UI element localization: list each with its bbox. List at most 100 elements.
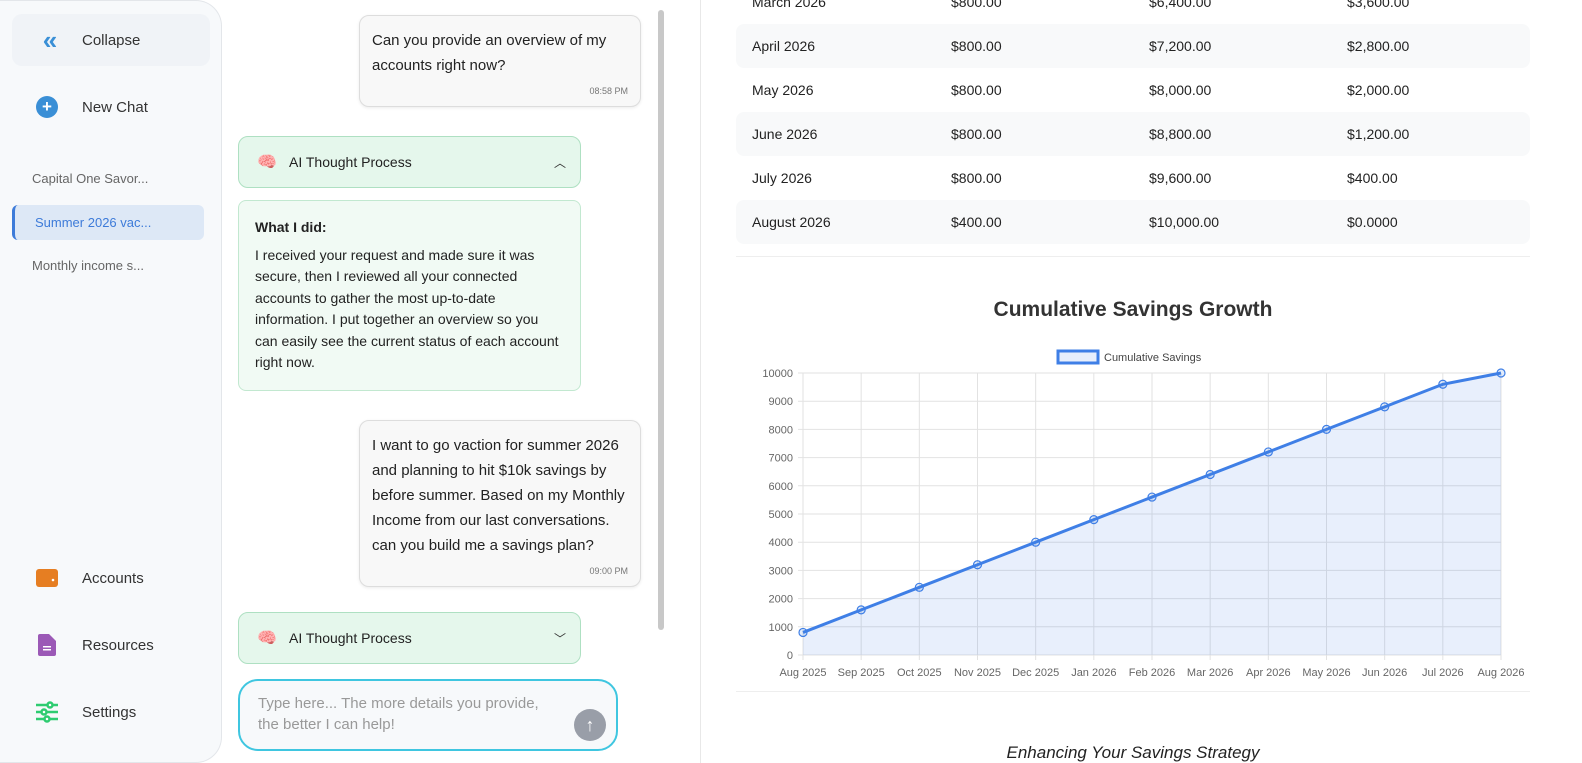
legend-swatch <box>1056 349 1100 365</box>
sidebar: « Collapse + New Chat Capital One Savor.… <box>0 0 222 763</box>
data-point <box>856 605 866 615</box>
table-cell: $800.00 <box>951 126 1002 142</box>
y-tick-label: 9000 <box>769 396 793 408</box>
y-tick-label: 5000 <box>769 509 793 521</box>
data-point <box>914 582 924 592</box>
table-cell: $9,600.00 <box>1149 170 1212 186</box>
history-item[interactable]: Capital One Savor... <box>32 171 149 186</box>
savings-plan-table: March 2026 $800.00 $6,400.00 $3,600.00 April… <box>736 0 1530 244</box>
x-tick-label: Jun 2026 <box>1362 667 1407 679</box>
message-time: 08:58 PM <box>589 86 628 96</box>
data-point <box>1438 379 1448 389</box>
x-tick-label: May 2026 <box>1302 667 1350 679</box>
table-cell: $8,800.00 <box>1149 126 1212 142</box>
thought-process-content: What I did: I received your request and … <box>238 200 581 391</box>
table-cell: June 2026 <box>752 126 818 142</box>
y-tick-label: 7000 <box>769 453 793 465</box>
table-row: March 2026 $800.00 $6,400.00 $3,600.00 <box>736 0 1530 24</box>
message-text: I want to go vaction for summer 2026 and… <box>372 437 625 554</box>
sliders-icon <box>36 701 58 723</box>
series-line <box>802 371 1502 634</box>
table-cell: $800.00 <box>951 82 1002 98</box>
data-point <box>1031 537 1041 547</box>
table-cell: July 2026 <box>752 170 812 186</box>
y-tick-label: 10000 <box>762 368 793 380</box>
table-cell: $8,000.00 <box>1149 82 1212 98</box>
y-tick-label: 1000 <box>769 622 793 634</box>
chart-title: Cumulative Savings Growth <box>993 298 1273 321</box>
table-cell: $800.00 <box>951 0 1002 10</box>
sidebar-item-settings[interactable]: Settings <box>12 686 210 738</box>
chevron-down-icon: ﹀ <box>553 631 566 646</box>
table-row: July 2026 $800.00 $9,600.00 $400.00 <box>736 156 1530 200</box>
plus-circle-icon: + <box>36 96 58 118</box>
x-tick-label: Aug 2025 <box>779 667 826 679</box>
thought-process-toggle[interactable]: 🧠 AI Thought Process ︿ <box>238 136 581 188</box>
x-tick-label: Feb 2026 <box>1129 667 1175 679</box>
table-cell: $2,800.00 <box>1347 38 1410 54</box>
arrow-up-icon: ↑ <box>585 714 595 735</box>
x-tick-label: Jul 2026 <box>1422 667 1464 679</box>
thought-text: I received your request and made sure it… <box>255 246 559 371</box>
table-cell: $7,200.00 <box>1149 38 1212 54</box>
chevron-up-icon: ︿ <box>553 155 566 170</box>
message-input[interactable]: Type here... The more details you provid… <box>238 679 618 751</box>
table-cell: $1,200.00 <box>1347 126 1410 142</box>
wallet-icon <box>36 567 58 589</box>
history-item-active[interactable]: Summer 2026 vac... <box>12 205 204 240</box>
data-point <box>798 627 808 638</box>
chat-scrollbar[interactable] <box>658 10 664 630</box>
thought-process-toggle[interactable]: 🧠 AI Thought Process ﹀ <box>238 612 581 664</box>
thought-label: AI Thought Process <box>289 154 412 170</box>
x-tick-label: Apr 2026 <box>1246 667 1291 679</box>
data-point <box>1496 368 1506 378</box>
table-row: May 2026 $800.00 $8,000.00 $2,000.00 <box>736 68 1530 112</box>
y-tick-label: 2000 <box>769 594 793 606</box>
accounts-label: Accounts <box>82 569 144 587</box>
data-point <box>1147 492 1157 502</box>
user-message: I want to go vaction for summer 2026 and… <box>359 420 641 587</box>
table-cell: $2,000.00 <box>1347 82 1410 98</box>
thought-label: AI Thought Process <box>289 630 412 646</box>
data-point <box>1089 515 1099 525</box>
divider <box>736 256 1530 257</box>
x-tick-label: Jan 2026 <box>1071 667 1116 679</box>
data-point <box>1321 424 1332 435</box>
y-tick-label: 6000 <box>769 481 793 493</box>
collapse-button[interactable]: « Collapse <box>12 14 210 66</box>
data-point <box>1205 469 1215 480</box>
table-cell: $400.00 <box>951 214 1002 230</box>
table-cell: $6,400.00 <box>1149 0 1212 10</box>
sidebar-item-accounts[interactable]: Accounts <box>12 552 210 604</box>
panel-divider <box>700 0 701 763</box>
x-tick-label: Nov 2025 <box>954 667 1001 679</box>
y-tick-label: 8000 <box>769 424 793 436</box>
table-cell: $400.00 <box>1347 170 1398 186</box>
user-message: Can you provide an overview of my accoun… <box>359 15 641 107</box>
send-button[interactable]: ↑ <box>574 709 606 741</box>
table-cell: March 2026 <box>752 0 826 10</box>
document-icon <box>36 634 58 656</box>
table-cell: May 2026 <box>752 82 814 98</box>
section-title: Enhancing Your Savings Strategy <box>1006 743 1260 762</box>
x-tick-label: Dec 2025 <box>1012 667 1059 679</box>
table-cell: August 2026 <box>752 214 831 230</box>
brain-icon: 🧠 <box>257 154 277 171</box>
table-row: April 2026 $800.00 $7,200.00 $2,800.00 <box>736 24 1530 68</box>
table-cell: $10,000.00 <box>1149 214 1220 230</box>
cumulative-savings-chart: 0 1000 2000 3000 4000 5000 6000 7000 8000 9000 100… <box>762 349 1525 679</box>
table-cell: $0.0000 <box>1347 214 1398 230</box>
table-cell: $800.00 <box>951 38 1002 54</box>
double-chevron-left-icon: « <box>42 24 57 55</box>
message-time: 09:00 PM <box>589 566 628 576</box>
history-item[interactable]: Monthly income s... <box>32 258 144 273</box>
table-cell: $3,600.00 <box>1347 0 1410 10</box>
sidebar-item-resources[interactable]: Resources <box>12 619 210 671</box>
x-tick-label: Sep 2025 <box>838 667 885 679</box>
new-chat-button[interactable]: + New Chat <box>12 81 210 133</box>
new-chat-label: New Chat <box>82 98 148 116</box>
divider <box>736 691 1530 692</box>
x-tick-label: Aug 2026 <box>1477 667 1524 679</box>
y-tick-label: 3000 <box>769 565 793 577</box>
brain-icon: 🧠 <box>257 630 277 647</box>
